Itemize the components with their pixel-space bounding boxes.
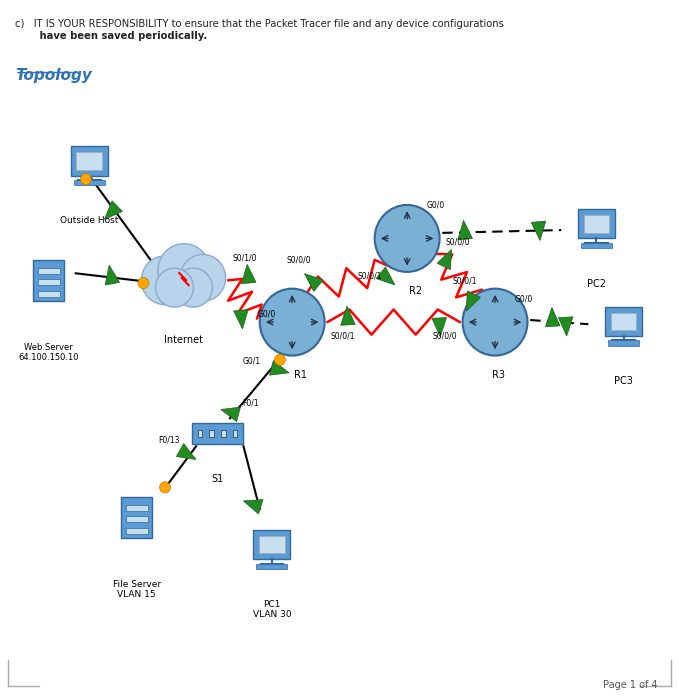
Bar	[221, 430, 225, 438]
Text: R3: R3	[492, 370, 505, 379]
Bar	[256, 564, 287, 569]
Polygon shape	[242, 265, 256, 284]
Polygon shape	[558, 317, 573, 336]
Polygon shape	[341, 306, 355, 326]
Bar	[126, 528, 147, 533]
Text: G0/0: G0/0	[257, 309, 276, 318]
Text: S0/0/1: S0/0/1	[331, 331, 355, 340]
Bar	[605, 307, 642, 336]
Polygon shape	[376, 267, 394, 285]
Text: S0/0/0: S0/0/0	[445, 237, 470, 246]
Text: F0/1: F0/1	[242, 399, 259, 408]
Bar	[581, 243, 612, 248]
Bar	[253, 530, 291, 559]
Circle shape	[274, 354, 285, 365]
Text: S0/0/0: S0/0/0	[432, 331, 456, 340]
Text: PC3: PC3	[614, 377, 633, 386]
Text: PC1
VLAN 30: PC1 VLAN 30	[253, 600, 291, 619]
Polygon shape	[466, 291, 481, 312]
Text: G0/0: G0/0	[514, 294, 532, 303]
Circle shape	[375, 205, 439, 272]
Bar	[259, 536, 285, 553]
Text: have been saved periodically.: have been saved periodically.	[15, 32, 207, 41]
Polygon shape	[531, 221, 546, 241]
Text: Internet: Internet	[164, 335, 204, 344]
Circle shape	[138, 277, 149, 288]
Circle shape	[155, 268, 194, 307]
Text: Outside Host: Outside Host	[60, 216, 118, 225]
Text: Page 1 of 4: Page 1 of 4	[603, 680, 657, 690]
Text: S1: S1	[212, 474, 224, 484]
Bar	[126, 516, 147, 522]
Text: File Server
VLAN 15: File Server VLAN 15	[113, 580, 161, 599]
Polygon shape	[437, 249, 452, 270]
Bar	[121, 497, 152, 538]
Polygon shape	[105, 201, 122, 219]
Bar	[76, 153, 103, 170]
Text: R1: R1	[294, 370, 307, 379]
Bar	[71, 146, 108, 176]
Text: S0/1/0: S0/1/0	[233, 254, 257, 262]
Text: S0/0/1: S0/0/1	[358, 272, 382, 281]
Circle shape	[141, 256, 189, 304]
Text: PC2: PC2	[587, 279, 606, 289]
Circle shape	[180, 254, 225, 301]
Text: R2: R2	[409, 286, 422, 296]
Text: S0/0/0: S0/0/0	[287, 256, 311, 265]
Bar	[38, 279, 60, 285]
Text: Topology: Topology	[15, 68, 92, 83]
Text: Web Server
64.100.150.10: Web Server 64.100.150.10	[18, 343, 79, 363]
Bar	[583, 215, 609, 232]
Circle shape	[160, 482, 170, 493]
Polygon shape	[304, 274, 323, 291]
Bar	[74, 180, 105, 186]
Circle shape	[259, 288, 325, 356]
Circle shape	[175, 268, 213, 307]
Circle shape	[81, 174, 92, 185]
Bar	[33, 260, 65, 301]
Bar	[209, 430, 214, 438]
Polygon shape	[243, 500, 263, 514]
Bar	[192, 424, 243, 444]
Text: S0/0/1: S0/0/1	[452, 276, 477, 285]
Bar	[38, 267, 60, 274]
Polygon shape	[545, 307, 560, 327]
Polygon shape	[432, 318, 447, 337]
Bar	[610, 313, 636, 330]
Bar	[233, 430, 238, 438]
Polygon shape	[458, 220, 473, 240]
Circle shape	[158, 244, 210, 298]
Bar	[198, 430, 202, 438]
Polygon shape	[105, 265, 120, 285]
Bar	[126, 505, 147, 511]
Circle shape	[462, 288, 528, 356]
Text: G0/1: G0/1	[242, 357, 261, 366]
Bar	[38, 290, 60, 297]
Text: c)   IT IS YOUR RESPONSIBILITY to ensure that the Packet Tracer file and any dev: c) IT IS YOUR RESPONSIBILITY to ensure t…	[15, 19, 504, 29]
Polygon shape	[270, 360, 289, 375]
Bar	[578, 209, 615, 239]
Polygon shape	[177, 444, 196, 459]
Polygon shape	[234, 309, 249, 329]
Text: G0/0: G0/0	[426, 200, 445, 209]
Text: F0/13: F0/13	[158, 435, 180, 444]
Bar	[608, 340, 639, 346]
Polygon shape	[221, 407, 240, 421]
